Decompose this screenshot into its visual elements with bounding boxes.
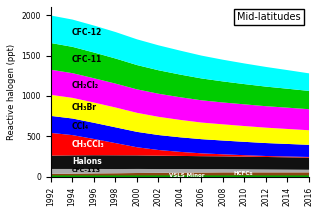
Text: CFC-113: CFC-113 (72, 168, 101, 173)
Text: CFC-12: CFC-12 (72, 28, 102, 37)
Text: VSLS Minor: VSLS Minor (169, 173, 204, 178)
Text: CH₂Cl₂: CH₂Cl₂ (72, 81, 99, 89)
Text: Halons: Halons (72, 157, 102, 166)
Text: CFC-11: CFC-11 (72, 55, 102, 64)
Text: HCFCs: HCFCs (233, 171, 253, 176)
Text: Mid-latitudes: Mid-latitudes (237, 12, 301, 22)
Text: CH₃CCl₃: CH₃CCl₃ (72, 140, 105, 149)
Text: CH₃Br: CH₃Br (72, 103, 97, 112)
Text: CCl₄: CCl₄ (72, 122, 89, 131)
Y-axis label: Reactive halogen (ppt): Reactive halogen (ppt) (7, 44, 16, 140)
